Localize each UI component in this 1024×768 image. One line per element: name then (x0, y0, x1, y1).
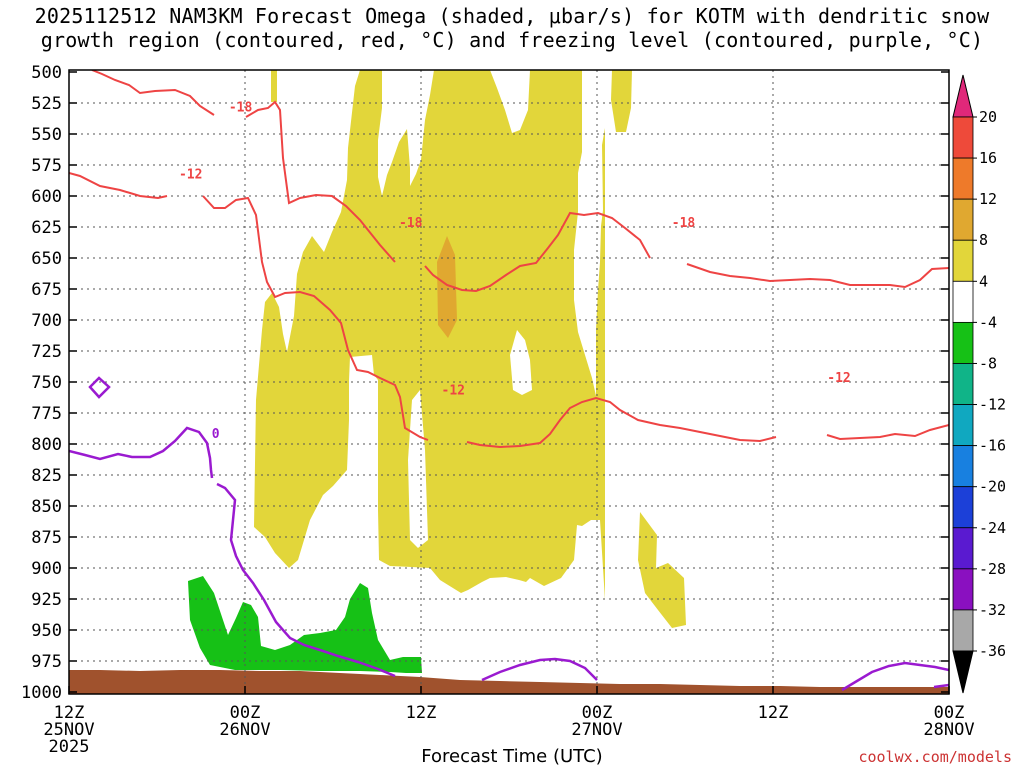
colorbar-label: 8 (979, 231, 988, 249)
title-line-2: growth region (contoured, red, °C) and f… (40, 28, 984, 52)
colorbar-swatch (952, 486, 974, 529)
omega-region-yellow-main (254, 70, 605, 600)
y-tick-label: 500 (31, 63, 62, 83)
x-tick-label: 2025 (49, 737, 90, 757)
y-tick-label: 975 (31, 652, 62, 672)
y-axis: 500 525 550 575 600 625 650 675 700 725 750 775 800 8… (21, 63, 949, 703)
colorbar-label: -36 (979, 642, 1006, 660)
x-tick-label: 00Z (230, 703, 261, 723)
colorbar-label: 12 (979, 190, 997, 208)
x-tick-label: 00Z (934, 703, 965, 723)
colorbar-swatch (952, 445, 974, 488)
x-tick-label: 26NOV (219, 720, 270, 740)
y-tick-label: 925 (31, 590, 62, 610)
colorbar-label: -28 (979, 560, 1006, 578)
colorbar-label: -20 (979, 478, 1006, 496)
grid-lines (69, 70, 949, 694)
chart-title: 2025112512 NAM3KM Forecast Omega (shaded… (0, 4, 1024, 52)
y-tick-label: 650 (31, 249, 62, 269)
omega-region-yellow-lower-right (638, 512, 686, 628)
terrain-fill (69, 670, 949, 694)
colorbar-swatch (952, 404, 974, 447)
omega-region-yellow-top-left (271, 70, 277, 102)
colorbar-swatch (952, 527, 974, 570)
y-tick-label: 700 (31, 311, 62, 331)
y-tick-label: 875 (31, 528, 62, 548)
colorbar: 20 16 12 8 4 -4 -8 -12 -16 -20 -24 -28 -32 -36 (952, 74, 1006, 694)
omega-shading (188, 70, 686, 673)
freezing-level-main (69, 426, 396, 678)
colorbar-swatch (952, 157, 974, 200)
omega-hole-1 (510, 330, 532, 395)
y-tick-label: 550 (31, 125, 62, 145)
y-tick-label: 900 (31, 559, 62, 579)
credit-link[interactable]: coolwx.com/models (858, 748, 1012, 766)
freezing-level-edge (933, 683, 949, 689)
x-tick-label: 12Z (406, 703, 437, 723)
y-tick-label: 800 (31, 435, 62, 455)
contour-label: -12 (827, 371, 850, 386)
x-axis-title: Forecast Time (UTC) (421, 746, 603, 767)
dgz-contour-minus18 (91, 70, 949, 293)
colorbar-label: 16 (979, 149, 997, 167)
contour-label: -12 (442, 383, 465, 398)
contour-labels: -18 -12 -18 -18 -12 -12 0 (179, 101, 851, 442)
colorbar-label: -24 (979, 519, 1006, 537)
colorbar-swatch (952, 280, 974, 323)
colorbar-label: -12 (979, 396, 1006, 414)
freezing-level-bump-2 (841, 661, 949, 692)
y-tick-label: 675 (31, 280, 62, 300)
y-tick-label: 575 (31, 156, 62, 176)
colorbar-label: 20 (979, 108, 997, 126)
contour-label: -18 (399, 216, 423, 231)
y-tick-label: 825 (31, 466, 62, 486)
y-tick-label: 750 (31, 373, 62, 393)
freezing-level-contours (69, 376, 949, 692)
freezing-level-loop (88, 376, 111, 399)
x-tick-label: 25NOV (43, 720, 94, 740)
omega-region-green (188, 576, 422, 673)
freezing-level-bump-1 (481, 657, 598, 682)
colorbar-bottom-arrow (952, 650, 974, 694)
colorbar-label: -32 (979, 601, 1006, 619)
colorbar-label: -4 (979, 313, 997, 331)
dgz-contours (69, 70, 949, 449)
y-tick-label: 950 (31, 621, 62, 641)
colorbar-swatch (952, 116, 974, 159)
omega-region-orange (437, 236, 457, 338)
colorbar-label: -8 (979, 354, 997, 372)
title-line-1: 2025112512 NAM3KM Forecast Omega (shaded… (34, 4, 990, 28)
colorbar-label: 4 (979, 272, 988, 290)
x-tick-label: 28NOV (923, 720, 974, 740)
contour-label: -12 (179, 168, 202, 183)
omega-hole-2 (408, 390, 428, 548)
x-tick-label: 00Z (582, 703, 613, 723)
contour-label: -18 (229, 101, 253, 116)
colorbar-swatch (952, 568, 974, 611)
colorbar-label: -16 (979, 437, 1006, 455)
colorbar-swatch (952, 198, 974, 241)
colorbar-swatch (952, 363, 974, 405)
x-tick-label: 27NOV (571, 720, 622, 740)
colorbar-swatch (952, 609, 974, 652)
colorbar-swatch (952, 239, 974, 282)
y-tick-label: 850 (31, 497, 62, 517)
dgz-contour-minus12 (69, 172, 949, 449)
colorbar-top-arrow (952, 74, 974, 118)
y-tick-label: 775 (31, 404, 62, 424)
omega-region-yellow-top-right (611, 70, 632, 132)
contour-label: -18 (672, 216, 696, 231)
y-tick-label: 625 (31, 218, 62, 238)
x-tick-label: 12Z (758, 703, 789, 723)
contour-label: 0 (212, 427, 220, 442)
y-tick-label: 725 (31, 342, 62, 362)
y-tick-label: 600 (31, 187, 62, 207)
colorbar-swatch (952, 321, 974, 364)
y-tick-label: 1000 (21, 683, 62, 703)
y-tick-label: 525 (31, 94, 62, 114)
x-tick-label: 12Z (54, 703, 85, 723)
